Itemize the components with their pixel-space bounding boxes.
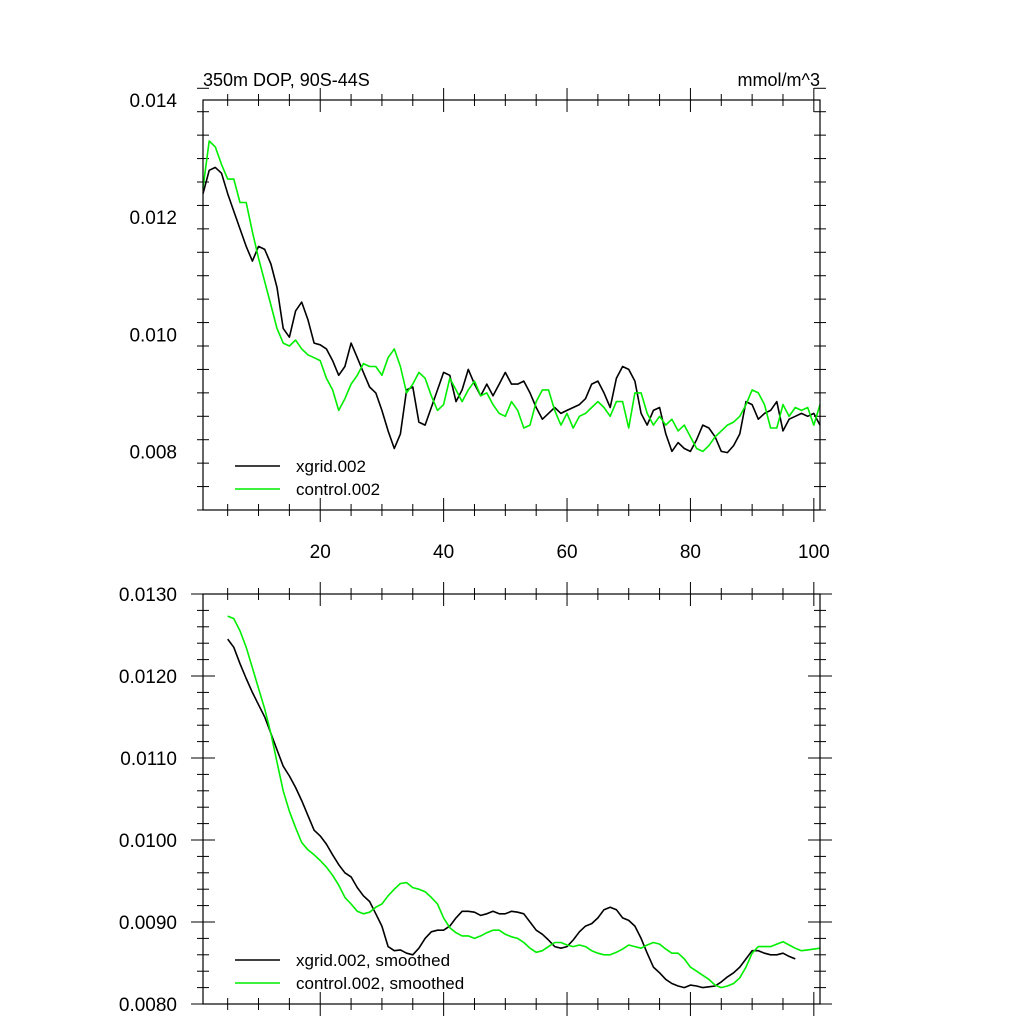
top-plot-lines xyxy=(202,140,821,454)
bottom-legend: xgrid.002, smoothed control.002, smoothed xyxy=(235,951,464,993)
y-tick-label: 0.012 xyxy=(129,208,177,229)
y-tick-label: 0.0130 xyxy=(119,585,177,606)
legend-label: control.002, smoothed xyxy=(296,974,464,993)
y-tick-label: 0.0100 xyxy=(119,831,177,852)
top-plot-frame xyxy=(202,99,821,511)
top-legend: xgrid.002 control.002 xyxy=(235,457,380,499)
x-tick-label: 20 xyxy=(310,542,331,563)
legend-label: control.002 xyxy=(296,480,380,499)
y-tick-label: 0.008 xyxy=(129,442,177,463)
chart-title: 350m DOP, 90S-44S xyxy=(203,70,370,90)
x-tick-label: 80 xyxy=(680,542,701,563)
top-panel: 350m DOP, 90S-44S mmol/m^3 20 40 60 80 100 0.… xyxy=(129,70,829,563)
legend-label: xgrid.002 xyxy=(296,457,366,476)
y-tick-label: 0.014 xyxy=(129,91,177,112)
y-tick-label: 0.0090 xyxy=(119,913,177,934)
top-ticks: 20 40 60 80 100 0.008 0.010 0.012 0.014 xyxy=(129,87,830,563)
legend-label: xgrid.002, smoothed xyxy=(296,951,450,970)
y-tick-label: 0.0110 xyxy=(120,749,177,770)
bottom-panel: 0.0080 0.0090 0.0100 0.0110 0.0120 0.0130 xgr… xyxy=(119,582,832,1016)
bottom-plot-lines xyxy=(227,615,821,989)
series-line xyxy=(227,615,821,989)
units-label: mmol/m^3 xyxy=(738,70,820,90)
y-tick-label: 0.010 xyxy=(129,325,177,346)
y-tick-label: 0.0080 xyxy=(119,995,177,1016)
x-tick-label: 60 xyxy=(556,542,577,563)
y-tick-label: 0.0120 xyxy=(119,667,177,688)
x-tick-label: 100 xyxy=(798,542,830,563)
bottom-plot-frame xyxy=(202,593,821,1005)
series-line xyxy=(202,140,821,453)
series-line xyxy=(227,638,796,989)
x-tick-label: 40 xyxy=(433,542,454,563)
bottom-ticks: 0.0080 0.0090 0.0100 0.0110 0.0120 0.0130 xyxy=(119,582,832,1016)
series-line xyxy=(202,166,821,454)
